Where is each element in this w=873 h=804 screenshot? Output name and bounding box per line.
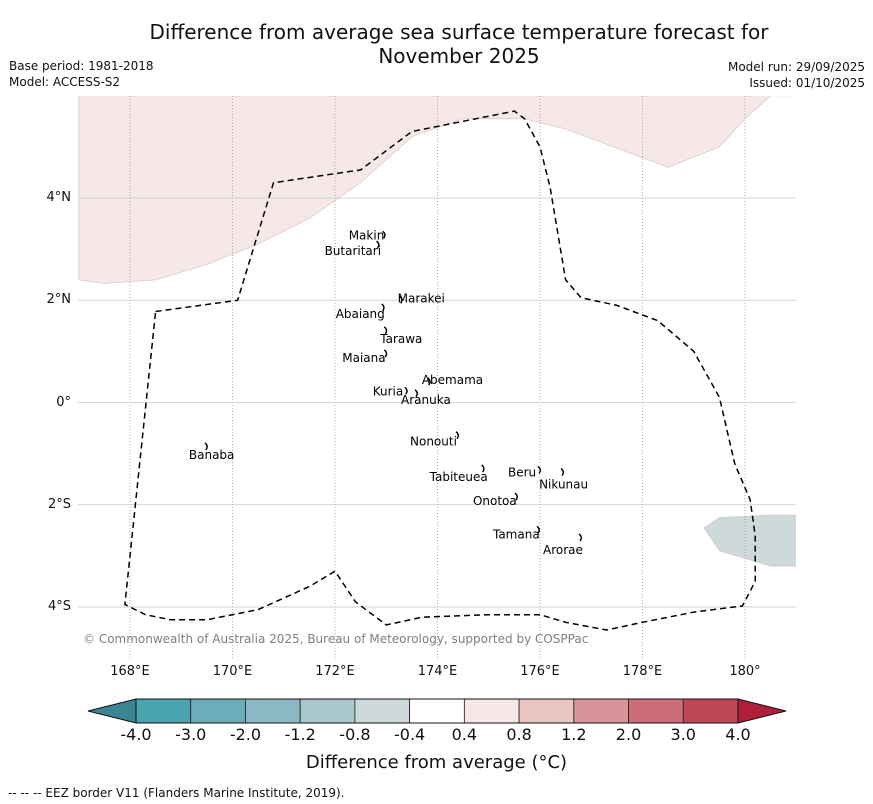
- colorbar-segment: [518, 698, 575, 724]
- colorbar-tick-label: -1.2: [284, 725, 316, 744]
- islands-layer: Makin Butaritari Marakei Abaiang Tarawa Maian…: [189, 228, 588, 557]
- colorbar-tick-label: -3.0: [175, 725, 207, 744]
- island-label-butaritari: Butaritari: [325, 244, 382, 258]
- island-label-abemama: Abemama: [422, 373, 483, 387]
- island-outline-tarawa: [383, 326, 388, 335]
- colorbar-segment: [245, 698, 301, 724]
- island-label-tarawa: Tarawa: [379, 332, 422, 346]
- colorbar-tick-label: 0.4: [451, 725, 478, 744]
- island-outline-kuria: [404, 386, 408, 395]
- meta-left: Base period: 1981-2018 Model: ACCESS-S2: [9, 58, 154, 90]
- eez-footnote: -- -- -- EEZ border V11 (Flanders Marine…: [8, 786, 345, 800]
- island-outline-banaba: [204, 442, 208, 451]
- colorbar-segment: [190, 698, 246, 724]
- island-label-marakei: Marakei: [398, 291, 445, 305]
- island-label-tabiteuea: Tabiteuea: [429, 470, 488, 484]
- map-title: Difference from average sea surface temp…: [0, 20, 873, 68]
- eez-border: [124, 110, 756, 631]
- island-outline-onotoa: [514, 492, 518, 501]
- colorbar-segment: [135, 698, 192, 724]
- colorbar-segment: [682, 698, 739, 724]
- y-tick-label: 2°S: [47, 496, 71, 512]
- island-label-beru: Beru: [508, 465, 536, 479]
- colorbar-tick-label: 3.0: [670, 725, 696, 744]
- colorbar: [87, 698, 787, 724]
- island-label-kuria: Kuria: [373, 384, 404, 398]
- island-outline-marakei: [399, 295, 403, 304]
- y-tick-label: 0°: [56, 394, 71, 410]
- copyright-notice: © Commonwealth of Australia 2025, Bureau…: [83, 632, 589, 646]
- eez-border-layer: [124, 110, 756, 631]
- island-outline-abemama: [427, 377, 431, 386]
- colorbar-tick-label: -0.8: [339, 725, 371, 744]
- y-tick-label: 4°N: [46, 190, 72, 205]
- island-outline-tamana: [536, 525, 540, 534]
- island-label-abaiang: Abaiang: [336, 307, 385, 321]
- colorbar-tick-label: 1.2: [561, 725, 587, 744]
- cool-anomaly-minus0.8-to-minus0.4-region: [703, 514, 796, 567]
- y-tick-label: 2°N: [46, 292, 72, 308]
- x-tick-label: 176°E: [520, 664, 560, 679]
- island-outline-butaritari: [376, 240, 380, 249]
- colorbar-tick-label: 4.0: [725, 725, 751, 744]
- colorbar-tick-label: -4.0: [120, 725, 152, 744]
- x-tick-label: 174°E: [417, 664, 458, 679]
- island-label-banaba: Banaba: [189, 448, 235, 462]
- island-label-makin: Makin: [349, 228, 385, 242]
- x-tick-label: 172°E: [315, 664, 355, 679]
- island-label-arorae: Arorae: [543, 543, 583, 557]
- colorbar-tick-label: -0.4: [394, 725, 426, 744]
- model-run: Model run: 29/09/2025: [727, 60, 865, 74]
- map-title-line2: November 2025: [378, 44, 540, 68]
- island-label-nikunau: Nikunau: [539, 478, 588, 492]
- island-outline-beru: [537, 465, 541, 474]
- colorbar-segment: [409, 698, 465, 724]
- colorbar-segment: [573, 698, 629, 724]
- island-label-maiana: Maiana: [342, 351, 385, 365]
- island-label-tamana: Tamana: [492, 527, 540, 541]
- colorbar-under-arrow: [87, 698, 137, 724]
- colorbar-tick-label: 2.0: [615, 725, 642, 744]
- x-tick-label: 178°E: [622, 664, 663, 679]
- island-outline-aranuka: [414, 389, 418, 398]
- island-outline-tabiteuea: [481, 464, 485, 473]
- colorbar-label: Difference from average (°C): [305, 752, 568, 773]
- x-tick-label: 170°E: [212, 664, 253, 679]
- y-tick-label: 4°S: [47, 599, 71, 614]
- island-label-nonouti: Nonouti: [410, 435, 457, 449]
- x-tick-label: 168°E: [110, 664, 150, 679]
- colorbar-segment: [628, 698, 684, 724]
- colorbar-tick-label: -2.0: [229, 725, 262, 744]
- island-outline-makin: [382, 230, 386, 239]
- meta-right: Model run: 29/09/2025 Issued: 01/10/2025: [728, 59, 865, 91]
- anomaly-regions: [78, 96, 796, 567]
- x-tick-label: 180°: [729, 664, 761, 679]
- island-outline-maiana: [383, 349, 388, 358]
- colorbar-segment: [354, 698, 411, 724]
- issued-date: Issued: 01/10/2025: [749, 76, 865, 90]
- model-name: Model: ACCESS-S2: [9, 75, 121, 89]
- base-period: Base period: 1981-2018: [9, 59, 154, 73]
- colorbar-segment: [463, 698, 520, 724]
- island-outline-arorae: [578, 533, 582, 542]
- colorbar-tick-label: 0.8: [506, 725, 532, 744]
- island-outline-abaiang: [381, 303, 385, 312]
- island-label-aranuka: Aranuka: [401, 393, 451, 407]
- gridlines: [78, 96, 796, 660]
- map-title-line1: Difference from average sea surface temp…: [149, 20, 769, 44]
- colorbar-over-arrow: [737, 698, 787, 724]
- island-label-onotoa: Onotoa: [473, 494, 517, 508]
- warm-anomaly-0.4-to-0.8-region: [78, 96, 796, 284]
- island-outline-nonouti: [455, 431, 459, 440]
- island-outline-nikunau: [560, 467, 565, 476]
- colorbar-segment: [299, 698, 356, 724]
- colorbar-frame: [135, 698, 739, 724]
